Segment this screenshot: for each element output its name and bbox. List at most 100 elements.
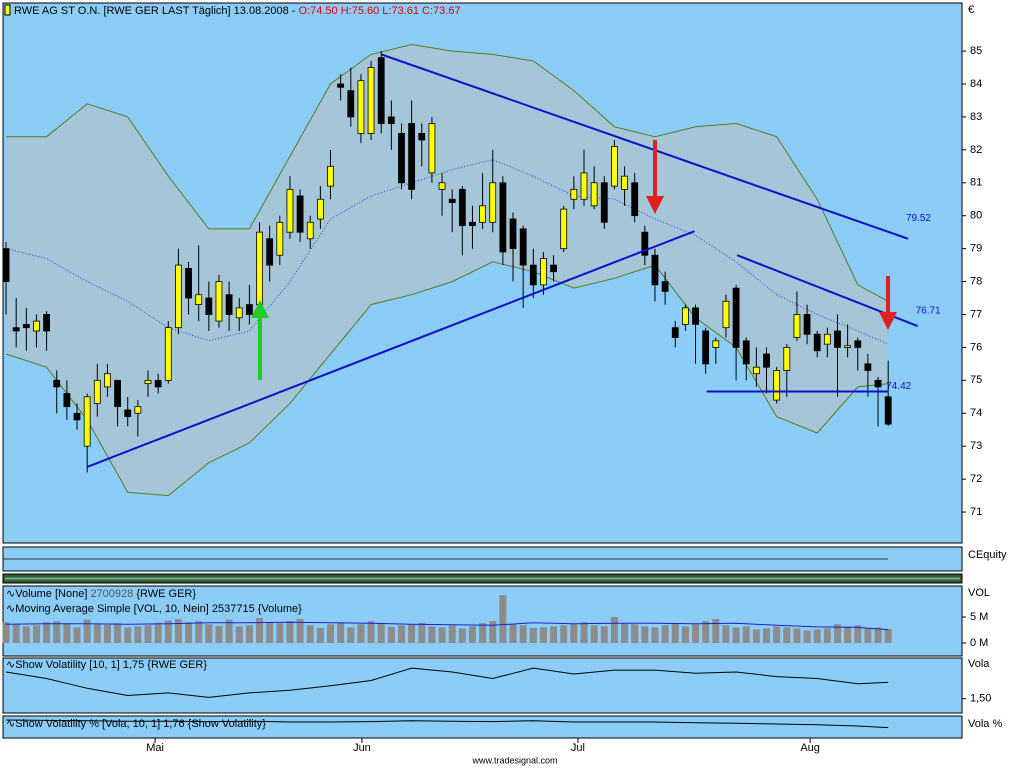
candle-body — [175, 264, 182, 329]
candle-body — [316, 198, 324, 220]
volume-bar — [844, 626, 852, 643]
volume-bar — [681, 626, 689, 643]
volume-bar — [874, 627, 882, 643]
candle-body — [154, 379, 162, 388]
volume-bar — [205, 624, 213, 643]
candle-body — [854, 340, 862, 348]
volume-bar — [134, 626, 142, 643]
volume-bar — [367, 621, 375, 643]
candle-body — [793, 314, 801, 338]
volatility-line — [5, 719, 889, 729]
candle-body — [864, 363, 872, 371]
volume-bar — [813, 629, 821, 643]
candle-body — [448, 198, 456, 203]
candle-body — [570, 188, 578, 200]
candle-body — [93, 379, 101, 404]
legend-entry: ∿Show Volatility [10, 1] 1,75 {RWE GER} — [6, 659, 207, 671]
y-tick-label: 78 — [970, 275, 982, 287]
volume-bar — [174, 619, 182, 643]
candle-body — [63, 393, 71, 408]
candle-body — [2, 248, 10, 282]
candle-body — [164, 327, 172, 381]
y-tick-label: 73 — [970, 440, 982, 452]
volume-bar — [2, 622, 10, 643]
x-tick-label: Jun — [353, 742, 371, 754]
volume-bar — [22, 626, 30, 643]
candle-body — [722, 300, 730, 329]
volume-bar — [570, 624, 578, 643]
volume-bar — [245, 625, 253, 643]
volume-bar — [337, 622, 345, 643]
volume-bar — [327, 624, 335, 643]
candle-body — [114, 379, 121, 408]
candle-body — [499, 182, 507, 253]
candle-body — [225, 294, 233, 315]
volume-bar — [347, 627, 355, 643]
middle-band — [5, 159, 889, 345]
footer: www.tradesignal.com — [471, 755, 557, 765]
volume-bar — [296, 619, 304, 643]
volume-bar — [256, 618, 264, 643]
trend-line — [380, 53, 909, 240]
legend-entry: ∿Moving Average Simple [VOL, 10, Nein] 2… — [6, 603, 302, 615]
volume-bar — [195, 621, 203, 643]
volume-bar — [600, 626, 608, 643]
volume-bar — [468, 626, 476, 643]
volume-bar — [377, 623, 385, 643]
candle-body — [266, 238, 274, 266]
candle-body — [884, 396, 892, 425]
candle-body — [540, 258, 547, 286]
y-tick-label: 1,50 — [970, 693, 991, 705]
volume-bar — [276, 623, 284, 643]
volume-bar — [63, 623, 71, 643]
candle-body — [256, 231, 263, 306]
candle-body — [752, 366, 760, 375]
volume-bar — [499, 595, 507, 643]
volatility-panel — [2, 657, 963, 714]
candle-body — [671, 327, 679, 338]
candle-body — [550, 264, 557, 273]
candle-body — [621, 175, 628, 190]
volume-bar — [854, 625, 862, 643]
y-tick-label: 83 — [970, 111, 982, 123]
candle-body — [276, 221, 284, 256]
volume-bar — [93, 624, 101, 643]
y-tick-label: 85 — [970, 45, 982, 57]
volume-bar — [387, 626, 395, 643]
candle-body — [73, 412, 81, 421]
candle-body — [600, 182, 608, 223]
volume-bar — [651, 627, 659, 643]
volume-bar — [590, 625, 598, 643]
candle-body — [22, 323, 30, 329]
candle-body — [732, 287, 740, 348]
volume-bar — [73, 627, 81, 643]
volume-bar — [621, 623, 629, 643]
moving-average-line — [5, 621, 889, 631]
candle-body — [124, 409, 132, 417]
trend-label: 79.52 — [906, 213, 931, 224]
y-tick-label: 77 — [970, 308, 982, 320]
y-tick-label: 75 — [970, 374, 982, 386]
candle-body — [651, 254, 659, 286]
volume-bar — [479, 623, 487, 643]
candle-body — [104, 373, 111, 388]
volume-bar — [316, 627, 324, 643]
y-tick-label: 79 — [970, 243, 982, 255]
arrow-head — [646, 196, 664, 214]
x-tick-label: Mai — [146, 742, 164, 754]
candle-body — [418, 132, 426, 141]
candle-body — [783, 347, 791, 371]
candle-body — [286, 188, 294, 233]
volume-bar — [43, 622, 51, 643]
candle-body — [580, 172, 588, 200]
candle-body — [327, 165, 334, 187]
candle-body — [185, 267, 192, 299]
candle-body — [834, 330, 841, 348]
candle-body — [12, 327, 20, 332]
candle-body — [296, 195, 304, 233]
volume-bar — [722, 625, 730, 643]
candle-body — [560, 208, 568, 250]
candle-body — [408, 123, 416, 190]
y-tick-label: 76 — [970, 341, 982, 353]
